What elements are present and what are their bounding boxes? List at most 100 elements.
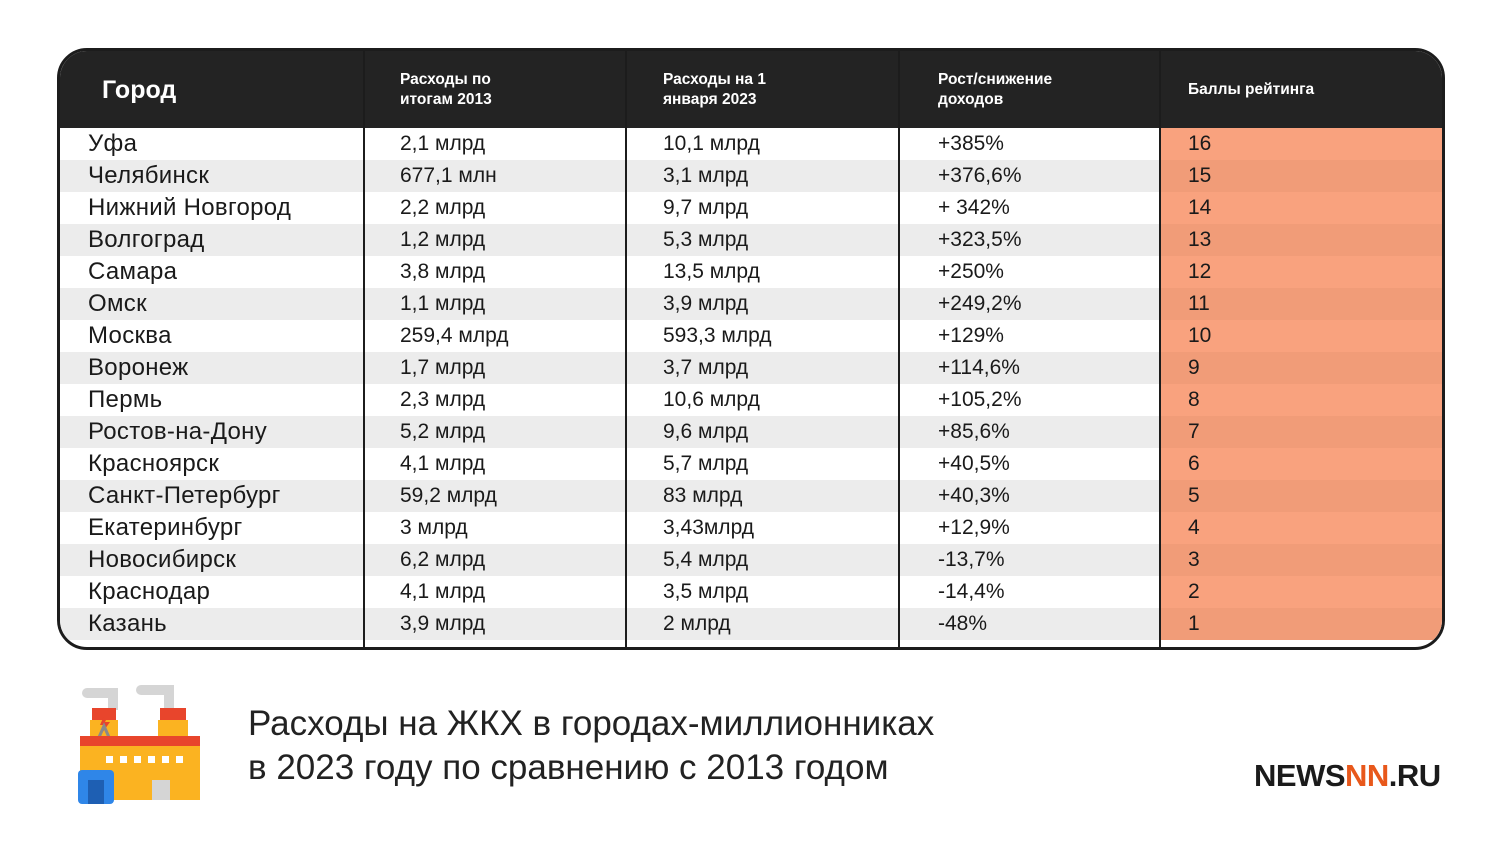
cell-growth: +385% xyxy=(938,132,1004,155)
cell-growth: +85,6% xyxy=(938,420,1010,443)
rating-cell-bg xyxy=(1160,192,1442,224)
rating-cell-bg xyxy=(1160,128,1442,160)
cell-growth: +129% xyxy=(938,324,1004,347)
cell-rating: 5 xyxy=(1188,484,1200,507)
cell-city: Пермь xyxy=(88,386,163,413)
cell-growth: -48% xyxy=(938,612,988,635)
rating-cell-bg xyxy=(1160,288,1442,320)
cell-expenses-2013: 2,2 млрд xyxy=(400,196,486,219)
cell-expenses-2023: 3,43млрд xyxy=(663,516,755,539)
rating-cell-bg xyxy=(1160,160,1442,192)
cell-growth: +40,3% xyxy=(938,484,1010,507)
cell-rating: 15 xyxy=(1188,164,1212,187)
cell-rating: 12 xyxy=(1188,260,1212,283)
cell-city: Воронеж xyxy=(88,354,189,381)
cell-rating: 1 xyxy=(1188,612,1200,635)
logo-text-ru: .RU xyxy=(1388,758,1441,793)
header-rating: Баллы рейтинга xyxy=(1188,80,1315,98)
cell-expenses-2013: 4,1 млрд xyxy=(400,452,486,475)
cell-rating: 3 xyxy=(1188,548,1200,571)
cell-city: Самара xyxy=(88,258,178,285)
rating-cell-bg xyxy=(1160,224,1442,256)
cell-city: Омск xyxy=(88,290,147,317)
logo-text-news: NEWS xyxy=(1254,758,1346,793)
cell-growth: +40,5% xyxy=(938,452,1010,475)
rating-cell-bg xyxy=(1160,256,1442,288)
cell-growth: +323,5% xyxy=(938,228,1022,251)
rating-cell-bg xyxy=(1160,448,1442,480)
cell-expenses-2013: 3,9 млрд xyxy=(400,612,486,635)
newsnn-logo[interactable]: NEWSNN.RU xyxy=(1254,758,1441,794)
caption: Расходы на ЖКХ в городах-миллионниках в … xyxy=(248,704,935,787)
table-row: Нижний Новгород 2,2 млрд 9,7 млрд + 342% 14 xyxy=(60,192,1442,224)
cell-expenses-2023: 10,6 млрд xyxy=(663,388,760,411)
cell-city: Екатеринбург xyxy=(88,514,243,541)
cell-rating: 4 xyxy=(1188,516,1200,539)
cell-expenses-2023: 5,4 млрд xyxy=(663,548,749,571)
table-row: Челябинск 677,1 млн 3,1 млрд +376,6% 15 xyxy=(60,160,1442,192)
cell-rating: 13 xyxy=(1188,228,1212,251)
factory-icon xyxy=(78,685,200,804)
cell-expenses-2013: 5,2 млрд xyxy=(400,420,486,443)
column-divider xyxy=(625,51,627,647)
cell-expenses-2023: 9,6 млрд xyxy=(663,420,749,443)
cell-city: Новосибирск xyxy=(88,546,237,573)
table-row: Красноярск 4,1 млрд 5,7 млрд +40,5% 6 xyxy=(60,448,1442,480)
table-row: Омск 1,1 млрд 3,9 млрд +249,2% 11 xyxy=(60,288,1442,320)
cell-rating: 8 xyxy=(1188,388,1200,411)
table-row: Новосибирск 6,2 млрд 5,4 млрд -13,7% 3 xyxy=(60,544,1442,576)
header-expenses-2023: Расходы на 1 января 2023 xyxy=(663,70,766,108)
cell-rating: 10 xyxy=(1188,324,1212,347)
cell-expenses-2013: 2,3 млрд xyxy=(400,388,486,411)
cell-expenses-2023: 3,1 млрд xyxy=(663,164,749,187)
cell-expenses-2023: 2 млрд xyxy=(663,612,731,635)
cell-rating: 7 xyxy=(1188,420,1200,443)
cell-growth: + 342% xyxy=(938,196,1010,219)
rating-cell-bg xyxy=(1160,512,1442,544)
cell-expenses-2013: 1,7 млрд xyxy=(400,356,486,379)
rating-cell-bg xyxy=(1160,416,1442,448)
cell-expenses-2013: 4,1 млрд xyxy=(400,580,486,603)
cell-expenses-2023: 10,1 млрд xyxy=(663,132,760,155)
cell-city: Челябинск xyxy=(88,162,210,189)
cell-city: Москва xyxy=(88,322,172,349)
cell-expenses-2023: 3,5 млрд xyxy=(663,580,749,603)
cell-city: Уфа xyxy=(88,130,138,157)
cell-expenses-2023: 3,9 млрд xyxy=(663,292,749,315)
cell-rating: 11 xyxy=(1188,292,1210,315)
cell-expenses-2023: 5,3 млрд xyxy=(663,228,749,251)
cell-city: Казань xyxy=(88,610,167,637)
cell-city: Санкт-Петербург xyxy=(88,482,281,509)
cell-expenses-2023: 83 млрд xyxy=(663,484,743,507)
header-expenses-2013: Расходы по итогам 2013 xyxy=(400,70,492,108)
rating-cell-bg xyxy=(1160,384,1442,416)
table-row: Ростов-на-Дону 5,2 млрд 9,6 млрд +85,6% 7 xyxy=(60,416,1442,448)
rating-cell-bg xyxy=(1160,544,1442,576)
cell-expenses-2013: 6,2 млрд xyxy=(400,548,486,571)
rating-cell-bg xyxy=(1160,320,1442,352)
cell-growth: +250% xyxy=(938,260,1004,283)
cell-growth: +12,9% xyxy=(938,516,1010,539)
cell-expenses-2023: 593,3 млрд xyxy=(663,324,772,347)
table-row: Москва 259,4 млрд 593,3 млрд +129% 10 xyxy=(60,320,1442,352)
cell-expenses-2023: 9,7 млрд xyxy=(663,196,749,219)
header-growth: Рост/снижение доходов xyxy=(938,70,1053,108)
logo-text-nn: NN xyxy=(1345,758,1389,793)
cell-growth: +114,6% xyxy=(938,356,1020,379)
cell-expenses-2013: 3 млрд xyxy=(400,516,468,539)
cell-growth: +105,2% xyxy=(938,388,1022,411)
table-row: Самара 3,8 млрд 13,5 млрд +250% 12 xyxy=(60,256,1442,288)
cell-rating: 14 xyxy=(1188,196,1212,219)
cell-expenses-2013: 1,1 млрд xyxy=(400,292,486,315)
rating-cell-bg xyxy=(1160,608,1442,640)
column-divider xyxy=(363,51,365,647)
cell-growth: -13,7% xyxy=(938,548,1005,571)
table-row: Санкт-Петербург 59,2 млрд 83 млрд +40,3% 5 xyxy=(60,480,1442,512)
column-divider xyxy=(898,51,900,647)
cell-rating: 2 xyxy=(1188,580,1200,603)
cell-expenses-2013: 259,4 млрд xyxy=(400,324,509,347)
cell-growth: +249,2% xyxy=(938,292,1022,315)
cell-city: Красноярск xyxy=(88,450,220,477)
cell-expenses-2013: 59,2 млрд xyxy=(400,484,497,507)
column-divider xyxy=(1159,51,1161,647)
